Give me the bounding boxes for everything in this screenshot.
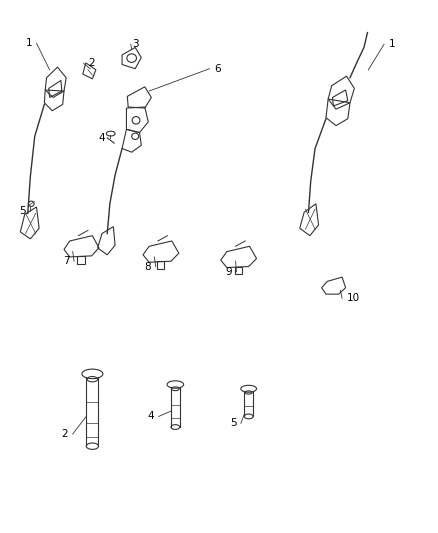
Text: 4: 4 xyxy=(148,411,154,422)
Text: 6: 6 xyxy=(214,64,220,74)
Text: 5: 5 xyxy=(19,206,26,216)
Text: 2: 2 xyxy=(62,429,68,439)
Text: 9: 9 xyxy=(226,267,232,277)
Text: 1: 1 xyxy=(389,39,395,49)
Text: 2: 2 xyxy=(88,59,95,68)
Text: 10: 10 xyxy=(346,293,360,303)
Text: 7: 7 xyxy=(63,256,70,266)
Text: 4: 4 xyxy=(99,133,106,143)
Text: 5: 5 xyxy=(230,418,237,429)
Text: 3: 3 xyxy=(132,39,138,49)
Text: 1: 1 xyxy=(25,38,32,48)
Text: 8: 8 xyxy=(145,262,151,271)
